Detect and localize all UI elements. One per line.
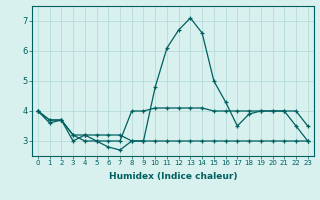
- X-axis label: Humidex (Indice chaleur): Humidex (Indice chaleur): [108, 172, 237, 181]
